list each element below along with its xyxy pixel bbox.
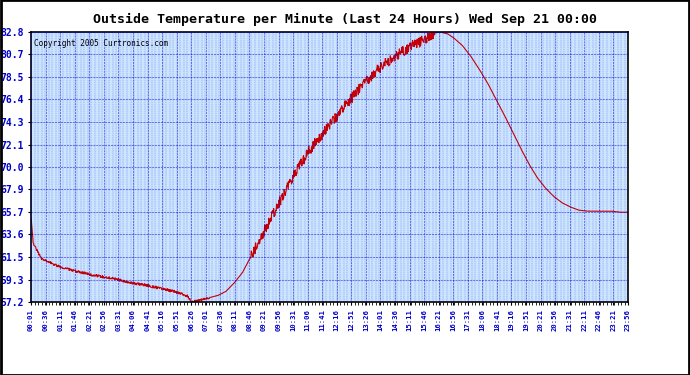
Text: Outside Temperature per Minute (Last 24 Hours) Wed Sep 21 00:00: Outside Temperature per Minute (Last 24 … (93, 13, 597, 26)
Text: Copyright 2005 Curtronics.com: Copyright 2005 Curtronics.com (34, 39, 168, 48)
